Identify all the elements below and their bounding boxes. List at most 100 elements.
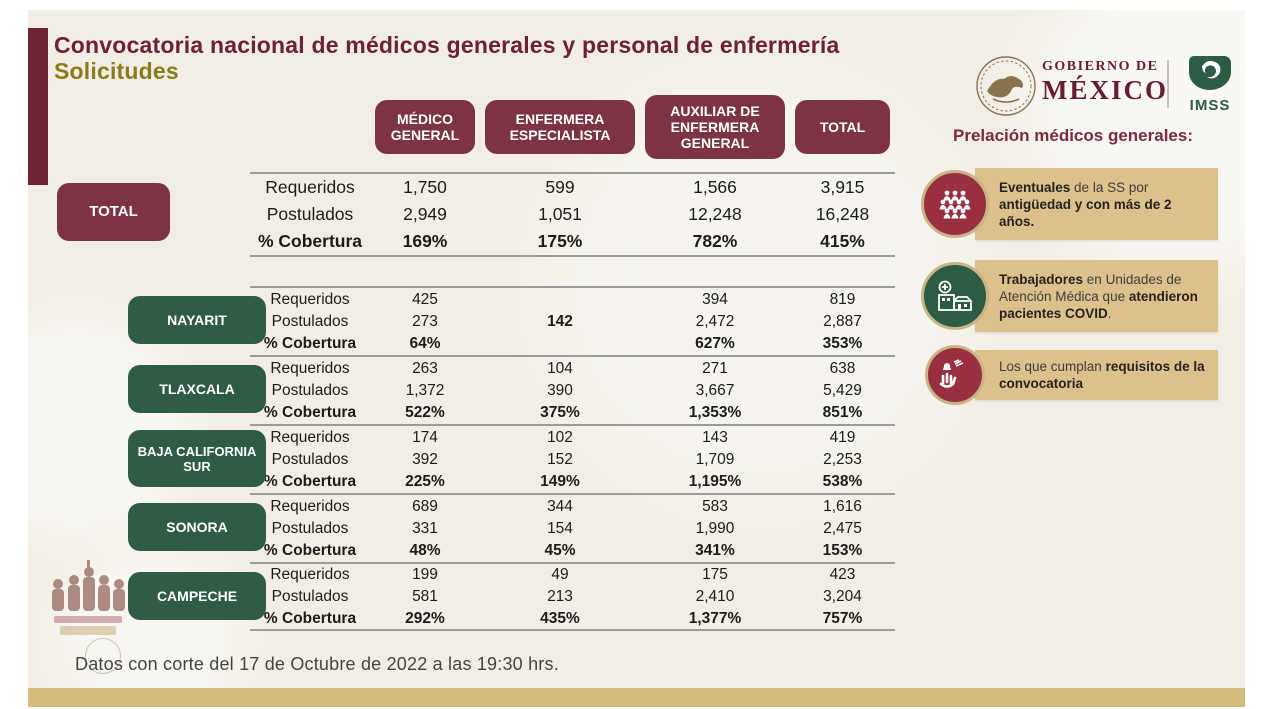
page-title: Convocatoria nacional de médicos general… (54, 32, 1004, 84)
state-pill: BAJA CALIFORNIA SUR (128, 430, 266, 487)
table-value: 583 (702, 497, 728, 515)
table-value: 1,195% (688, 472, 742, 490)
table-value: 689 (412, 497, 438, 515)
callout-text-segment: requisitos de la convocatoria (999, 359, 1205, 391)
callout-text-segment: antigüedad y con más de 2 años. (999, 196, 1172, 229)
table-value: 331 (412, 519, 438, 537)
table-value: 1,709 (695, 450, 735, 468)
callout-text: Eventuales de la SS por antigüedad y con… (975, 173, 1218, 236)
table-value: 49 (551, 565, 569, 583)
table-value: 2,949 (403, 204, 447, 224)
table-value: 2,253 (823, 450, 862, 468)
column-header-cell: TOTAL (790, 93, 895, 161)
table-value: 152 (547, 450, 573, 468)
medical-unit-icon (921, 262, 989, 330)
table-value: 12,248 (688, 204, 742, 224)
table-value: 522% (405, 403, 445, 421)
row-label: Requeridos (270, 497, 350, 515)
state-pill: CAMPECHE (128, 572, 266, 620)
row-label: Requeridos (270, 359, 350, 377)
row-label: Postulados (271, 381, 349, 399)
hand-requirements-icon (925, 345, 985, 405)
seal-watermark-icon (85, 638, 121, 674)
row-label: % Cobertura (263, 334, 357, 352)
bottom-gold-bar (28, 688, 1245, 707)
table-value: 3,667 (695, 381, 735, 399)
table-value (480, 333, 640, 355)
total-row-pill: TOTAL (57, 183, 170, 241)
table-value: 213 (547, 587, 573, 605)
gobierno-line2: MÉXICO (1042, 75, 1168, 105)
table-value: 419 (829, 428, 856, 446)
table-value: 390 (547, 381, 573, 399)
column-header-cell: ENFERMERA ESPECIALISTA (480, 93, 640, 161)
table-group: Requeridos 263 104 271 638 Postulados 1,372 390… (250, 355, 895, 424)
people-group-icon (921, 170, 989, 238)
table-value: 143 (702, 428, 728, 446)
left-accent-bar (28, 28, 48, 185)
table-value: 292% (405, 609, 445, 627)
table-value: 375% (540, 403, 580, 421)
table-value: 1,566 (693, 177, 737, 197)
prelacion-heading: Prelación médicos generales: (953, 126, 1193, 145)
table-value: 341% (695, 541, 735, 559)
table-value: 2,887 (823, 312, 862, 330)
imss-eagle-icon (1189, 56, 1231, 90)
table-value: 225% (405, 472, 445, 490)
table-value: 175 (702, 565, 728, 583)
heroes-watermark-icon (42, 558, 134, 647)
table-group: Requeridos 425 394 819 Postulados 273 142 2,472… (250, 286, 895, 355)
slide: Convocatoria nacional de médicos general… (28, 10, 1245, 707)
table-value: 104 (547, 359, 573, 377)
table-value: 392 (412, 450, 438, 468)
table-value: 2,472 (695, 312, 735, 330)
table-value: 3,915 (820, 177, 865, 197)
header-spacer (250, 93, 370, 161)
table-value: 2,410 (695, 587, 735, 605)
callout-text-segment: atendieron pacientes COVID (999, 288, 1198, 321)
row-label: Requeridos (265, 177, 355, 197)
table-value: 142 (547, 312, 573, 330)
callout-text-segment: Trabajadores (999, 271, 1084, 287)
state-pill: TLAXCALA (128, 365, 266, 413)
table-value: 1,750 (403, 177, 447, 197)
table-value: 3,204 (823, 587, 862, 605)
callout-text-segment: . (1107, 305, 1112, 321)
table-value: 48% (409, 541, 441, 559)
row-label: % Cobertura (263, 472, 357, 490)
table-value: 819 (829, 290, 856, 308)
table-value: 153% (822, 541, 863, 559)
table-value: 435% (540, 609, 580, 627)
table-value: 423 (829, 565, 856, 583)
table-value: 415% (820, 231, 865, 251)
imss-label: IMSS (1189, 97, 1231, 114)
gobierno-line1: GOBIERNO DE (1042, 59, 1159, 74)
table-value: 538% (822, 472, 863, 490)
table-value: 16,248 (815, 204, 870, 224)
imss-logo: IMSS (1180, 55, 1240, 114)
table-value: 1,372 (405, 381, 445, 399)
table-value: 199 (412, 565, 438, 583)
row-label: Postulados (266, 204, 354, 224)
callout-text-segment: en Unidades de Atención Médica que (999, 271, 1182, 304)
table-value: 638 (829, 359, 856, 377)
table-value: 45% (544, 541, 576, 559)
column-header-pill: TOTAL (795, 100, 890, 154)
gobierno-seal-icon (975, 55, 1037, 122)
table-value: 149% (540, 472, 580, 490)
table-value: 851% (822, 403, 863, 421)
table-value: 581 (412, 587, 438, 605)
title-line2: Solicitudes (54, 58, 179, 84)
table-value: 344 (547, 497, 573, 515)
callout-box: Eventuales de la SS por antigüedad y con… (975, 168, 1218, 240)
table-value: 599 (545, 177, 575, 197)
table-value: 5,429 (823, 381, 862, 399)
table-value: 425 (412, 290, 438, 308)
table-value: 154 (547, 519, 573, 537)
row-label: Postulados (271, 587, 349, 605)
column-header-cell: MÉDICO GENERAL (370, 93, 480, 161)
table-group: Requeridos 174 102 143 419 Postulados 392 152 1,… (250, 424, 895, 493)
row-label: % Cobertura (257, 231, 363, 251)
row-label: % Cobertura (263, 403, 357, 421)
table-value: 1,990 (695, 519, 735, 537)
